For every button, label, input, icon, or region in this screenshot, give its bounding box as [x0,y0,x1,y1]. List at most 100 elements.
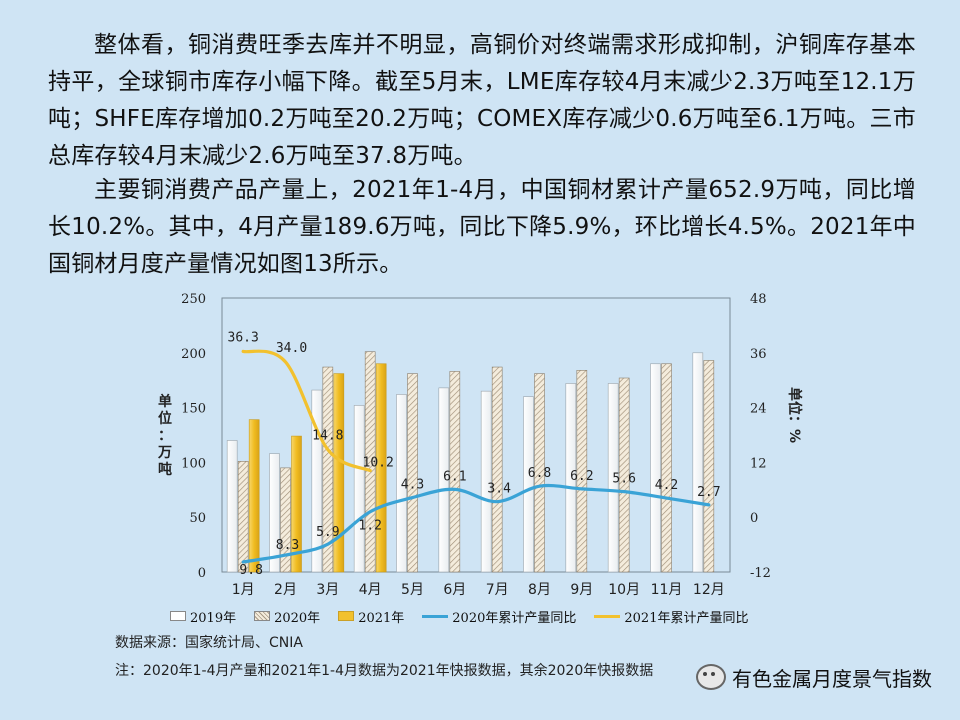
right-axis-tick: 24 [750,402,767,417]
line-2021年累计产量同比 [241,349,372,473]
bar-2020年 [618,377,630,573]
right-axis-tick: -12 [750,566,771,581]
left-axis-label: ： [158,428,172,444]
data-label-2020: 5.9 [316,525,339,540]
bar-2019年 [438,387,450,573]
left-axis-label: 万 [157,445,172,461]
x-tick-label: 11月 [651,582,683,598]
bar-2020年 [237,461,249,573]
legend-label-2021-cumulative: 2021年累计产量同比 [624,610,749,626]
left-axis-tick: 50 [189,511,206,526]
data-label-2021: 10.2 [363,456,394,471]
chart-legend: 2019年 2020年 2021年 2020年累计产量同比 2021年累计产量同… [170,605,850,627]
bar-2020年 [407,373,418,573]
bar-2020年 [322,366,334,573]
legend-item-2021-cumulative: 2021年累计产量同比 [594,607,748,626]
data-label-2021: 34.0 [276,341,307,356]
bar-2019年 [226,440,238,573]
bar-2021年 [333,373,345,573]
bar-2020年 [661,363,672,573]
bar-2019年 [650,363,661,573]
left-axis-tick: 0 [198,566,206,581]
paragraph-production: 主要铜消费产品产量上，2021年1-4月，中国铜材累计产量652.9万吨，同比增… [48,177,916,277]
bar-2019年 [396,394,407,573]
data-label-2020: 3.4 [487,482,511,497]
legend-item-2021: 2021年 [338,607,404,626]
data-label-2020: 8.3 [276,538,299,553]
plot-frame [221,297,731,573]
bar-2019年 [607,383,619,573]
bar-2021年 [291,435,302,573]
legend-swatch-2019 [170,611,186,621]
data-label-2020: 6.8 [528,466,551,481]
legend-label-2020-cumulative: 2020年累计产量同比 [452,610,577,626]
bar-2020年 [576,370,588,573]
wechat-icon [696,664,726,690]
legend-item-2020: 2020年 [254,607,320,626]
x-tick-label: 10月 [608,582,640,598]
left-axis-tick: 250 [181,292,206,307]
paragraph-inventory: 整体看，铜消费旺季去库并不明显，高铜价对终端需求形成抑制，沪铜库存基本持平，全球… [48,32,916,169]
x-tick-label: 1月 [232,582,255,598]
x-tick-label: 5月 [401,582,424,598]
bar-2021年 [375,363,387,573]
source-note: 数据来源：国家统计局、CNIA [115,635,303,651]
watermark-label: 有色金属月度景气指数 [732,666,932,691]
left-axis-tick: 200 [181,347,206,362]
data-label-2020: 6.1 [443,469,466,484]
legend-item-2019: 2019年 [170,607,236,626]
data-label-2020: 6.2 [570,469,593,484]
legend-label-2020: 2020年 [274,610,321,626]
x-tick-label: 9月 [570,582,593,598]
data-label-2020: 4.2 [655,478,678,493]
legend-label-2021: 2021年 [358,610,405,626]
bar-2019年 [523,396,534,573]
line-2020年累计产量同比 [241,483,711,564]
bar-2019年 [311,389,323,573]
left-axis-tick: 150 [181,402,206,417]
x-tick-label: 8月 [528,582,551,598]
legend-swatch-2020 [254,611,271,621]
data-label-2020: 2.7 [697,485,720,500]
data-label-2020: 4.3 [401,478,424,493]
data-label-2020: 9.8 [239,563,262,578]
bar-2020年 [449,371,461,573]
left-axis-tick: 100 [181,456,206,471]
left-axis-label: 单 [158,393,172,410]
bar-2020年 [491,366,503,573]
bar-2020年 [364,351,376,573]
right-axis-tick: 36 [750,347,767,362]
bar-2019年 [269,453,280,573]
left-axis-label: 位 [158,410,172,427]
x-tick-label: 6月 [443,582,466,598]
right-axis-tick: 12 [750,456,767,471]
x-tick-label: 4月 [359,582,382,598]
remark-note: 注：2020年1-4月产量和2021年1-4月数据为2021年快报数据，其余20… [115,663,654,679]
legend-swatch-2021 [338,611,355,621]
x-tick-label: 7月 [486,582,509,598]
bar-2020年 [703,360,715,573]
bar-2019年 [565,383,577,573]
right-axis-tick: 48 [750,292,767,307]
bar-2019年 [480,390,492,573]
bar-2020年 [280,467,291,573]
right-axis-tick: 0 [750,511,758,526]
left-axis-label: 吨 [158,461,172,478]
bar-2021年 [248,419,260,573]
x-tick-label: 3月 [316,582,339,598]
bar-2020年 [534,373,545,573]
legend-label-2019: 2019年 [190,610,237,626]
x-tick-label: 12月 [693,582,725,598]
bar-2019年 [692,352,704,573]
legend-item-2020-cumulative: 2020年累计产量同比 [422,607,576,626]
data-label-2021: 36.3 [228,330,259,345]
legend-swatch-2021-cumulative [594,614,621,618]
right-axis-label: 单位：% [786,387,803,443]
data-label-2021: 14.8 [312,429,343,444]
legend-swatch-2020-cumulative [422,614,449,618]
x-tick-label: 2月 [274,582,297,598]
data-label-2020: 1.2 [358,519,381,534]
wechat-watermark: 有色金属月度景气指数 [696,662,932,692]
data-label-2020: 5.6 [612,472,635,487]
